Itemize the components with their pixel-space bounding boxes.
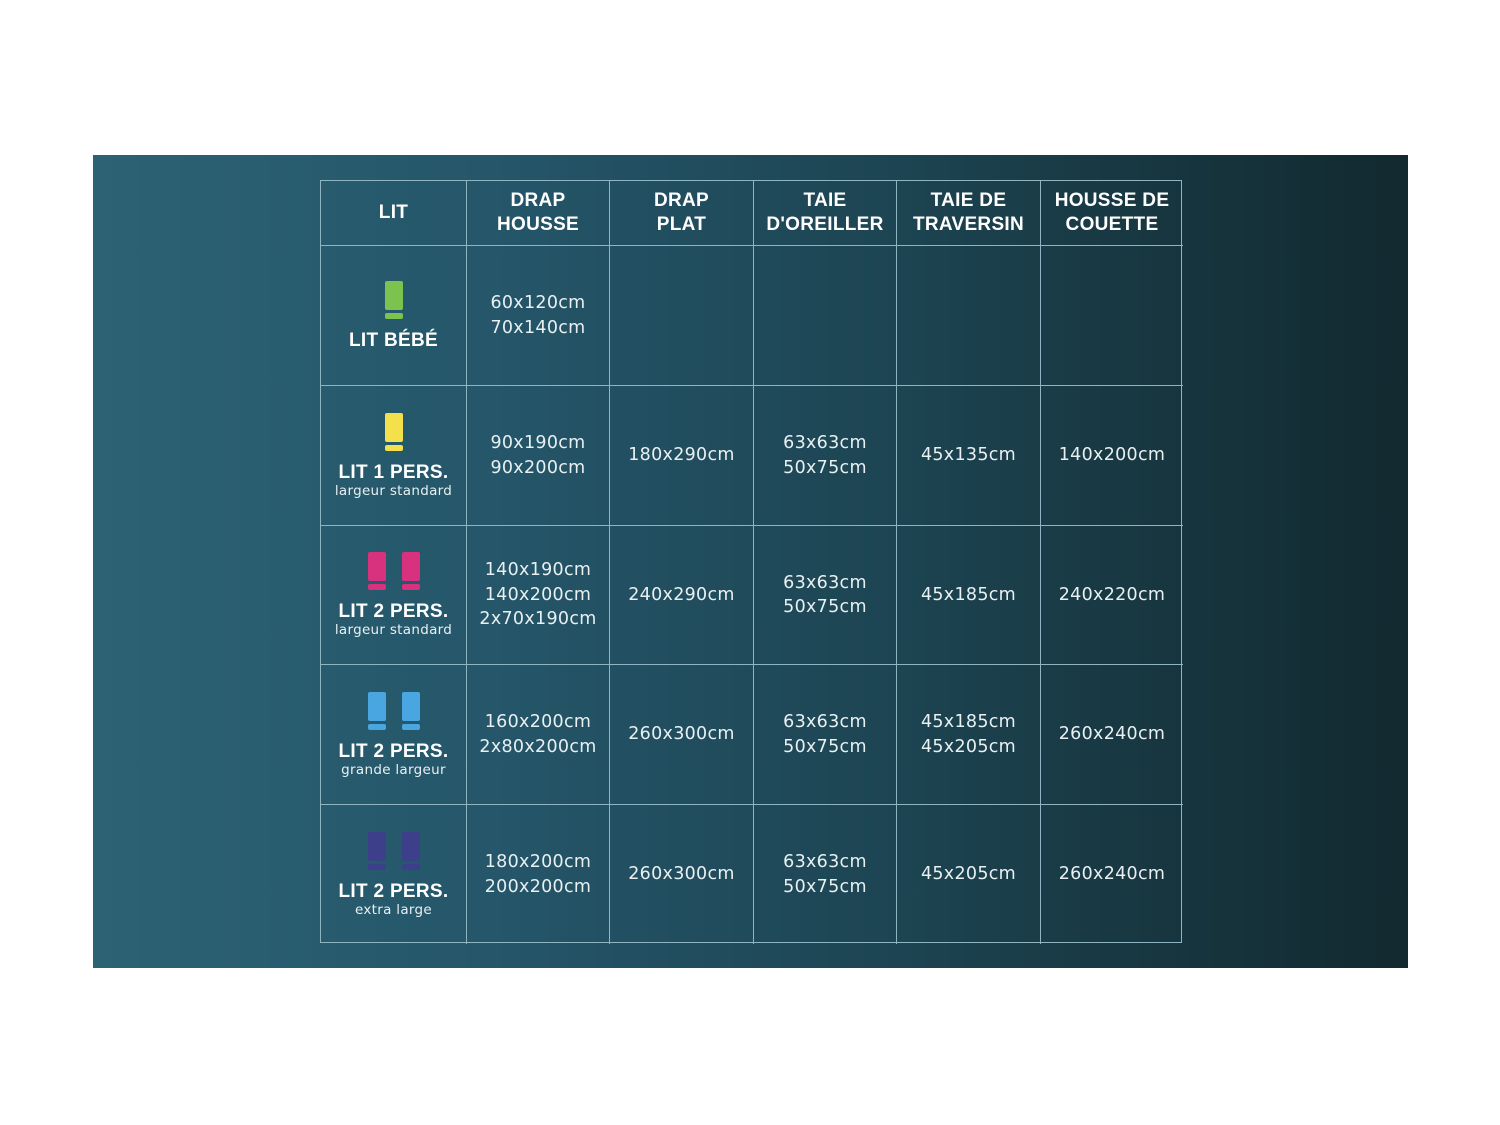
size-value: 2x70x190cm [479, 609, 597, 630]
size-value: 90x200cm [490, 457, 586, 478]
size-value: 70x140cm [490, 317, 586, 338]
size-cell: 45x135cm [897, 386, 1041, 526]
bed-icon [384, 412, 403, 451]
size-value: 260x240cm [1058, 864, 1166, 885]
size-value: 260x300cm [628, 864, 735, 885]
size-value: 50x75cm [783, 736, 867, 757]
bed-icons [367, 691, 420, 730]
size-cell: 180x200cm 200x200cm [467, 805, 610, 944]
bed-icon [367, 691, 386, 730]
bed-icons [384, 412, 403, 451]
size-value: 45x185cm [920, 712, 1017, 732]
bed-type-cell: LIT 2 PERS. extra large [321, 805, 467, 944]
size-cell: 240x290cm [610, 526, 754, 665]
bed-type-label: LIT 1 PERS. [338, 461, 449, 483]
column-header: TAIE DE TRAVERSIN [897, 181, 1041, 246]
size-cell: 260x300cm [610, 665, 754, 805]
size-cell: 45x185cm [897, 526, 1041, 665]
column-header-label: HOUSSE DE COUETTE [1054, 190, 1170, 235]
size-value: 140x200cm [1058, 445, 1166, 466]
size-value: 50x75cm [783, 876, 867, 897]
size-cell [897, 246, 1041, 386]
bed-type-label: LIT BÉBÉ [349, 329, 438, 351]
size-value: 180x200cm [484, 852, 592, 872]
size-value: 140x190cm [484, 560, 592, 581]
size-value: 63x63cm [783, 852, 867, 872]
column-header: LIT [321, 181, 467, 246]
size-value: 2x80x200cm [479, 736, 597, 757]
size-value: 50x75cm [783, 457, 867, 478]
bed-type-cell: LIT 1 PERS. largeur standard [321, 386, 467, 526]
column-header-label: DRAP HOUSSE [496, 190, 580, 235]
bed-type-label: LIT 2 PERS. [338, 601, 449, 622]
size-value: 140x200cm [484, 584, 592, 605]
size-cell: 260x240cm [1041, 805, 1183, 944]
size-value: 260x300cm [628, 724, 735, 745]
column-header: TAIE D'OREILLER [754, 181, 897, 246]
size-value: 60x120cm [490, 293, 586, 313]
size-value: 45x185cm [920, 584, 1017, 605]
size-cell: 180x290cm [610, 386, 754, 526]
size-cell [610, 246, 754, 386]
bed-type-sublabel: grande largeur [341, 761, 446, 778]
size-cell: 240x220cm [1041, 526, 1183, 665]
size-value: 63x63cm [783, 433, 867, 453]
column-header: DRAP PLAT [610, 181, 754, 246]
bed-type-sublabel: largeur standard [334, 482, 453, 499]
size-value: 50x75cm [783, 597, 867, 617]
bed-icons [367, 552, 420, 590]
bed-icon [367, 831, 386, 870]
size-cell: 45x185cm 45x205cm [897, 665, 1041, 805]
column-header-label: TAIE DE TRAVERSIN [912, 190, 1025, 235]
size-cell: 260x240cm [1041, 665, 1183, 805]
size-cell: 260x300cm [610, 805, 754, 944]
bed-icon [401, 552, 420, 590]
size-cell: 160x200cm 2x80x200cm [467, 665, 610, 805]
bed-icons [367, 831, 420, 870]
size-cell: 90x190cm 90x200cm [467, 386, 610, 526]
column-header: HOUSSE DE COUETTE [1041, 181, 1183, 246]
bed-type-label: LIT 2 PERS. [338, 880, 449, 902]
size-value: 200x200cm [484, 876, 592, 897]
bed-icon [384, 280, 403, 319]
size-value: 45x205cm [920, 736, 1017, 757]
size-cell: 140x200cm [1041, 386, 1183, 526]
bed-icon [401, 831, 420, 870]
bedding-size-table: LIT DRAP HOUSSE DRAP PLAT TAIE D'OREILLER TA… [320, 180, 1183, 944]
bed-icons [384, 280, 403, 319]
size-value: 90x190cm [490, 433, 586, 453]
column-header-label: TAIE D'OREILLER [766, 190, 884, 235]
size-value: 240x290cm [628, 584, 735, 605]
bed-icon [367, 552, 386, 590]
size-value: 180x290cm [628, 445, 735, 466]
size-cell: 63x63cm 50x75cm [754, 526, 897, 665]
size-value: 260x240cm [1058, 724, 1166, 745]
size-chart-panel: LIT DRAP HOUSSE DRAP PLAT TAIE D'OREILLER TA… [93, 155, 1408, 968]
bed-type-cell: LIT BÉBÉ [321, 246, 467, 386]
bed-type-sublabel: largeur standard [334, 622, 453, 638]
bed-type-cell: LIT 2 PERS. grande largeur [321, 665, 467, 805]
size-cell [1041, 246, 1183, 386]
bed-type-cell: LIT 2 PERS. largeur standard [321, 526, 467, 665]
bed-type-label: LIT 2 PERS. [338, 740, 449, 762]
size-value: 45x135cm [920, 445, 1017, 466]
size-cell: 45x205cm [897, 805, 1041, 944]
size-cell: 63x63cm 50x75cm [754, 386, 897, 526]
size-cell: 63x63cm 50x75cm [754, 805, 897, 944]
size-value: 240x220cm [1058, 584, 1166, 605]
column-header-label: LIT [378, 202, 409, 223]
bed-type-sublabel: extra large [355, 901, 432, 918]
size-value: 63x63cm [783, 572, 867, 593]
column-header-label: DRAP PLAT [653, 190, 710, 235]
size-value: 160x200cm [484, 712, 592, 732]
size-cell [754, 246, 897, 386]
size-value: 63x63cm [783, 712, 867, 732]
bed-icon [401, 691, 420, 730]
size-cell: 60x120cm 70x140cm [467, 246, 610, 386]
size-cell: 63x63cm 50x75cm [754, 665, 897, 805]
size-cell: 140x190cm 140x200cm 2x70x190cm [467, 526, 610, 665]
column-header: DRAP HOUSSE [467, 181, 610, 246]
size-value: 45x205cm [920, 864, 1017, 885]
